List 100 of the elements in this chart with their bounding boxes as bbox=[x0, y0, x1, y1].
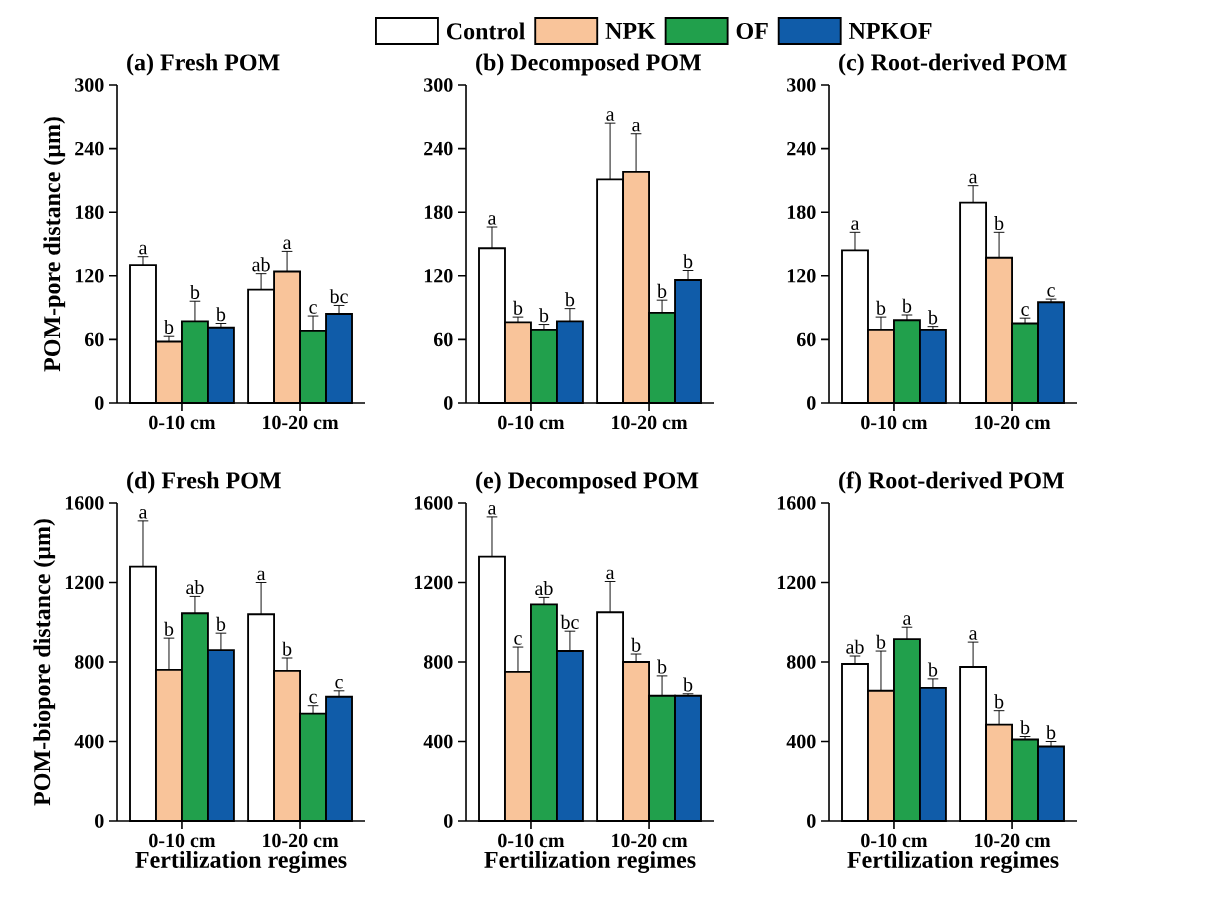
y-tick-label: 0 bbox=[95, 814, 104, 828]
y-tick-label: 60 bbox=[84, 332, 104, 347]
data-label: b bbox=[163, 621, 174, 636]
data-label: b bbox=[512, 300, 523, 315]
data-label: b bbox=[994, 216, 1004, 231]
data-label: c bbox=[1021, 306, 1029, 316]
y-tick-label: 1200 bbox=[65, 575, 104, 590]
y-axis-title: POM-biopore distance (μm) bbox=[33, 519, 56, 806]
x-tick-label: 10-20 cm bbox=[975, 833, 1051, 848]
data-label: b bbox=[215, 307, 226, 322]
y-tick-label: 240 bbox=[787, 141, 816, 156]
data-label: a bbox=[257, 570, 266, 581]
data-label: ab bbox=[535, 581, 553, 596]
data-label: b bbox=[215, 616, 226, 631]
data-label: a bbox=[606, 111, 615, 121]
data-label: b bbox=[1020, 720, 1030, 735]
y-tick-label: 0 bbox=[807, 814, 816, 828]
y-tick-label: 180 bbox=[424, 205, 453, 219]
y-tick-label: 300 bbox=[787, 78, 816, 92]
x-tick-label: 0-10 cm bbox=[861, 415, 928, 430]
y-tick-label: 0 bbox=[444, 396, 453, 410]
data-label: a bbox=[139, 509, 148, 519]
data-label: b bbox=[189, 284, 200, 299]
chart-title: (a) Fresh POM bbox=[127, 53, 280, 76]
data-label: b bbox=[538, 308, 549, 323]
chart-title: (f) Root-derived POM bbox=[839, 471, 1064, 494]
y-tick-label: 1600 bbox=[65, 496, 104, 510]
data-label: c bbox=[335, 678, 343, 689]
chart-title: (c) Root-derived POM bbox=[839, 53, 1067, 76]
data-label: b bbox=[875, 634, 886, 649]
data-label: b bbox=[163, 319, 174, 334]
y-tick-label: 60 bbox=[433, 332, 453, 347]
x-tick-label: 0-10 cm bbox=[861, 833, 928, 848]
y-tick-label: 180 bbox=[787, 205, 816, 219]
y-tick-label: 0 bbox=[444, 814, 453, 828]
data-label: b bbox=[657, 283, 667, 298]
y-tick-label: 120 bbox=[75, 269, 104, 283]
y-tick-label: 400 bbox=[74, 734, 104, 749]
y-tick-label: 800 bbox=[423, 655, 453, 669]
x-axis-title: Fertilization regimes bbox=[135, 851, 347, 873]
y-tick-label: 800 bbox=[74, 655, 104, 669]
x-axis-title: Fertilization regimes bbox=[847, 851, 1059, 873]
data-label: ab bbox=[846, 639, 864, 654]
data-label: a bbox=[488, 215, 497, 225]
legend-label: Control bbox=[446, 22, 525, 40]
y-tick-label: 240 bbox=[424, 141, 453, 156]
y-tick-label: 400 bbox=[786, 734, 816, 749]
y-tick-label: 240 bbox=[75, 141, 104, 156]
x-tick-label: 0-10 cm bbox=[498, 415, 565, 430]
data-label: b bbox=[927, 310, 938, 325]
data-label: b bbox=[901, 298, 912, 313]
data-label: ab bbox=[252, 257, 270, 272]
y-tick-label: 60 bbox=[796, 332, 816, 347]
x-tick-label: 0-10 cm bbox=[149, 415, 216, 430]
y-tick-label: 120 bbox=[424, 269, 453, 283]
x-tick-label: 10-20 cm bbox=[263, 415, 339, 430]
data-label: a bbox=[632, 121, 641, 132]
data-label: b bbox=[1046, 725, 1056, 740]
y-tick-label: 300 bbox=[75, 78, 104, 92]
data-label: c bbox=[309, 304, 317, 314]
data-label: a bbox=[139, 244, 148, 255]
x-tick-label: 10-20 cm bbox=[612, 833, 688, 848]
chart-title: (b) Decomposed POM bbox=[476, 53, 701, 76]
legend-label: OF bbox=[736, 22, 768, 40]
x-tick-label: 10-20 cm bbox=[975, 415, 1051, 430]
data-label: a bbox=[488, 505, 497, 515]
data-label: b bbox=[282, 641, 292, 656]
data-label: b bbox=[683, 254, 693, 269]
data-label: c bbox=[1047, 287, 1055, 297]
y-tick-label: 180 bbox=[75, 205, 104, 219]
y-tick-label: 800 bbox=[786, 655, 816, 669]
data-label: bc bbox=[560, 614, 579, 629]
x-axis-title: Fertilization regimes bbox=[484, 851, 696, 873]
data-label: a bbox=[851, 220, 860, 231]
chart-title: (d) Fresh POM bbox=[127, 471, 281, 494]
data-label: a bbox=[903, 615, 912, 625]
y-tick-label: 0 bbox=[95, 396, 104, 410]
y-tick-label: 1200 bbox=[414, 575, 453, 590]
legend-label: NPKOF bbox=[849, 22, 932, 40]
data-label: a bbox=[969, 630, 978, 640]
data-label: b bbox=[927, 662, 938, 677]
data-label: b bbox=[564, 292, 575, 307]
chart-title: (e) Decomposed POM bbox=[476, 471, 699, 494]
x-tick-label: 0-10 cm bbox=[149, 833, 216, 848]
y-tick-label: 300 bbox=[424, 78, 453, 92]
data-label: a bbox=[969, 173, 978, 184]
y-tick-label: 0 bbox=[807, 396, 816, 410]
data-label: b bbox=[994, 694, 1004, 709]
y-tick-label: 1600 bbox=[777, 496, 816, 510]
y-tick-label: 400 bbox=[423, 734, 453, 749]
data-label: b bbox=[657, 659, 667, 674]
y-tick-label: 120 bbox=[787, 269, 816, 283]
x-tick-label: 10-20 cm bbox=[612, 415, 688, 430]
data-label: a bbox=[283, 239, 292, 250]
y-tick-label: 1600 bbox=[414, 496, 453, 510]
y-tick-label: 1200 bbox=[777, 575, 816, 590]
data-label: bc bbox=[329, 289, 348, 304]
data-label: b bbox=[875, 300, 886, 315]
data-label: c bbox=[309, 693, 317, 704]
data-label: ab bbox=[186, 580, 204, 595]
